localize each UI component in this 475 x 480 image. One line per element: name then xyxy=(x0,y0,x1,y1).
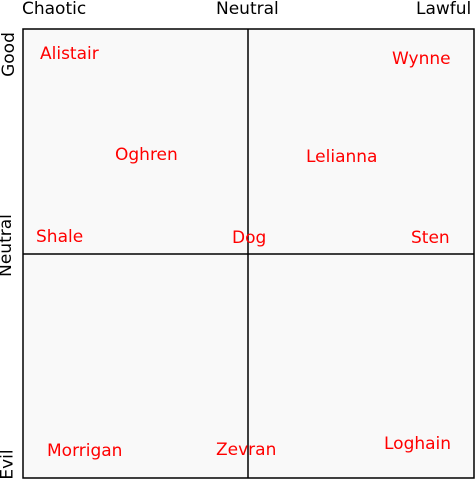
character-label-shale: Shale xyxy=(36,227,84,247)
axis-label-neutral-top: Neutral xyxy=(216,0,279,19)
character-label-zevran: Zevran xyxy=(216,440,277,460)
character-label-wynne: Wynne xyxy=(392,49,451,69)
character-label-alistair: Alistair xyxy=(40,44,99,64)
character-label-lelianna: Lelianna xyxy=(306,147,378,167)
axis-label-chaotic: Chaotic xyxy=(22,0,87,19)
character-label-morrigan: Morrigan xyxy=(47,441,123,461)
character-label-oghren: Oghren xyxy=(115,145,178,165)
axis-label-lawful: Lawful xyxy=(416,0,472,19)
character-label-dog: Dog xyxy=(232,228,267,248)
character-label-loghain: Loghain xyxy=(384,434,452,454)
character-label-sten: Sten xyxy=(411,228,450,248)
